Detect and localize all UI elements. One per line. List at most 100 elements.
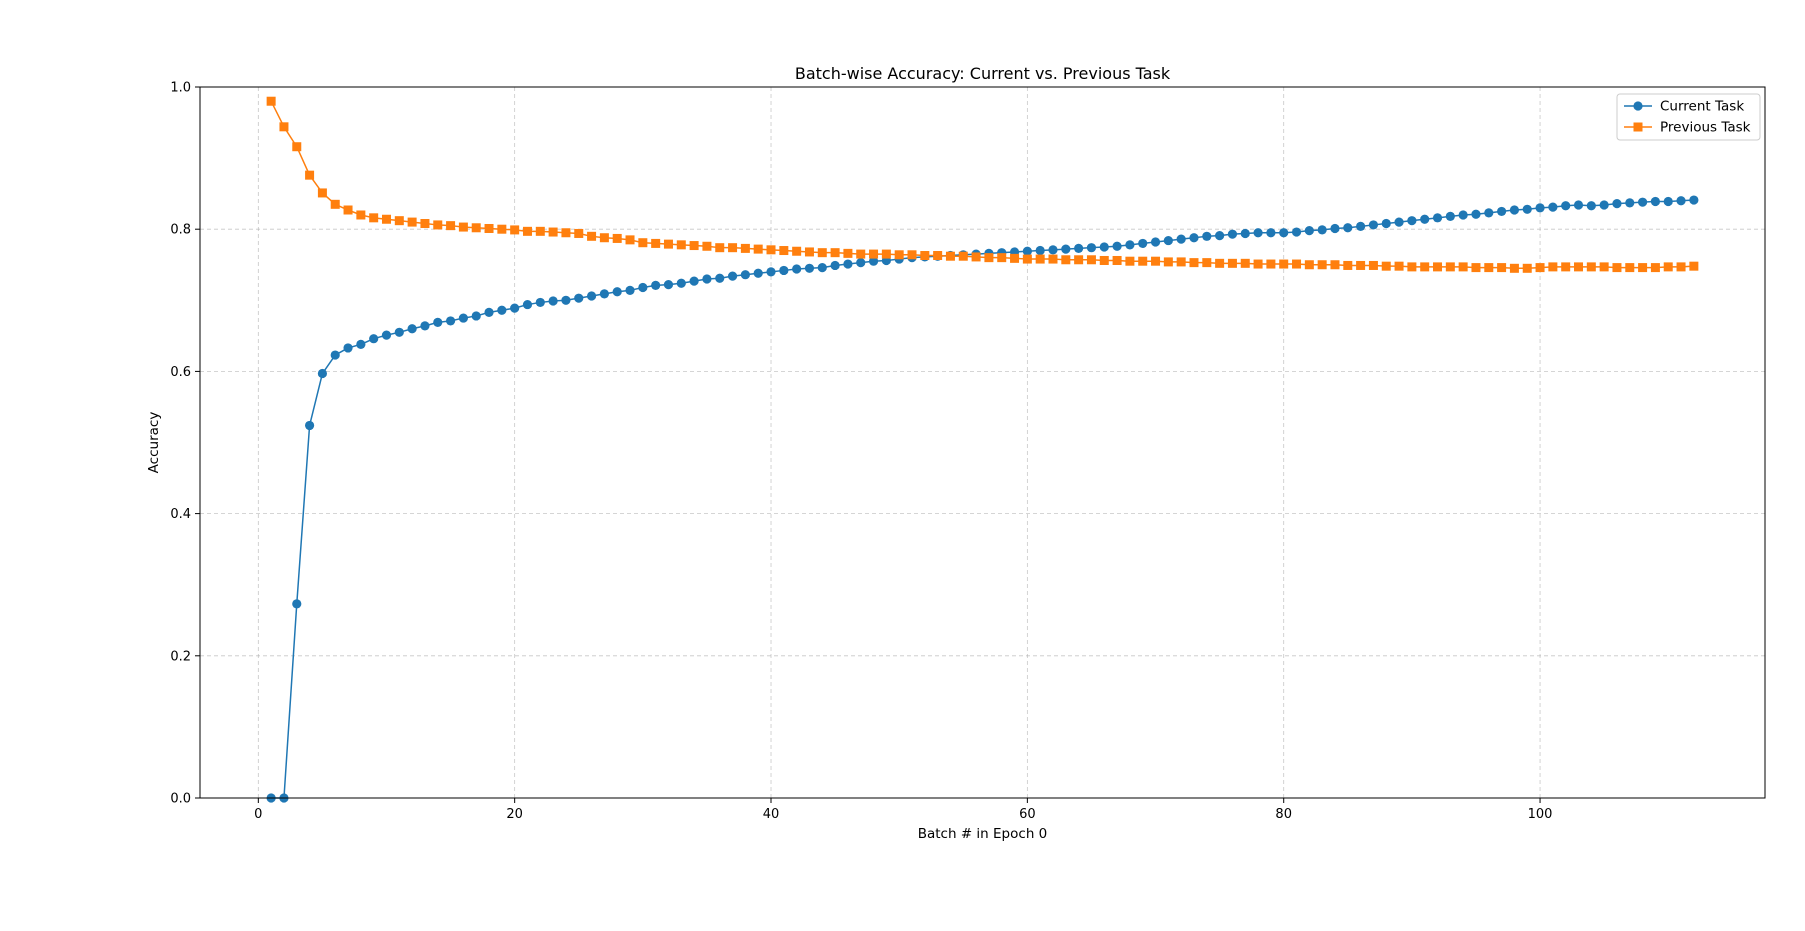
data-point xyxy=(1150,237,1161,247)
data-point xyxy=(689,241,699,251)
data-point xyxy=(305,170,315,180)
data-point xyxy=(651,280,661,290)
data-point xyxy=(1253,259,1263,269)
data-point xyxy=(920,251,930,261)
data-point xyxy=(997,253,1007,263)
data-point xyxy=(1202,258,1212,268)
data-point xyxy=(1086,255,1096,265)
data-point xyxy=(1368,220,1379,230)
data-point xyxy=(535,297,545,308)
data-point xyxy=(1048,245,1058,255)
data-point xyxy=(561,228,571,238)
data-point xyxy=(433,220,443,230)
data-point xyxy=(1689,195,1699,205)
tick-layer: 0 20 40 60 80 100 0.0 0.2 0.4 0.6 0.8 1.0 xyxy=(170,81,1552,823)
data-point xyxy=(715,273,725,283)
data-point xyxy=(1099,255,1109,265)
plot-area-frame xyxy=(199,86,1766,799)
data-point xyxy=(1625,263,1635,273)
data-point xyxy=(1586,201,1596,211)
data-point xyxy=(1022,254,1032,264)
data-point xyxy=(1061,244,1071,254)
data-point xyxy=(727,271,738,281)
data-point xyxy=(1138,238,1148,249)
data-point xyxy=(1317,260,1327,270)
data-point xyxy=(625,235,635,245)
x-tick-label: 20 xyxy=(506,807,523,822)
data-point xyxy=(1304,260,1314,270)
data-point xyxy=(279,122,289,132)
series-layer xyxy=(266,96,1699,803)
data-point xyxy=(663,239,673,249)
data-point xyxy=(766,267,776,277)
y-tick-label: 0.8 xyxy=(170,223,191,238)
data-point xyxy=(1343,260,1353,270)
data-point xyxy=(446,221,456,231)
data-point xyxy=(1112,241,1122,251)
data-point xyxy=(779,265,789,276)
data-point xyxy=(1561,201,1571,211)
data-point xyxy=(394,327,404,337)
data-point xyxy=(651,238,661,248)
data-point xyxy=(1497,263,1507,273)
data-point xyxy=(843,259,853,269)
data-point xyxy=(612,287,622,297)
data-point xyxy=(1227,229,1238,239)
data-point xyxy=(369,213,379,223)
data-point xyxy=(1074,243,1084,253)
data-point xyxy=(1535,203,1545,213)
data-point xyxy=(445,316,456,326)
data-point xyxy=(484,223,494,233)
data-point xyxy=(612,233,622,243)
data-point xyxy=(1099,242,1109,252)
data-point xyxy=(1035,245,1045,256)
data-point xyxy=(1291,227,1302,237)
data-point xyxy=(1356,221,1366,231)
data-point xyxy=(1432,213,1443,223)
data-point xyxy=(676,240,686,250)
data-point xyxy=(561,295,571,305)
data-point xyxy=(587,231,597,241)
data-point xyxy=(522,299,533,310)
data-point xyxy=(1317,225,1327,235)
data-point xyxy=(1484,263,1494,273)
data-point xyxy=(304,420,315,431)
data-point xyxy=(830,260,840,271)
data-point xyxy=(330,350,340,360)
data-point xyxy=(984,253,994,263)
legend-frame xyxy=(1616,93,1761,141)
data-point xyxy=(638,238,648,248)
data-point xyxy=(1433,262,1443,272)
data-point xyxy=(1458,210,1468,220)
data-point xyxy=(740,270,750,280)
data-point xyxy=(1227,258,1237,268)
data-point xyxy=(1676,262,1686,272)
data-point xyxy=(702,241,712,251)
data-point xyxy=(599,289,609,299)
data-point xyxy=(881,249,891,259)
data-point xyxy=(369,334,379,344)
data-point xyxy=(458,222,468,232)
data-point xyxy=(317,368,328,379)
legend-item-current-task: Current Task xyxy=(1624,99,1744,115)
data-point xyxy=(1458,262,1468,272)
data-point xyxy=(1625,198,1635,208)
data-point xyxy=(1394,217,1404,227)
x-tick-label: 0 xyxy=(254,807,262,822)
data-point xyxy=(1548,262,1558,272)
legend-marker xyxy=(1633,122,1643,132)
legend: Current Task Previous Task xyxy=(1616,93,1761,141)
data-point xyxy=(458,313,468,323)
data-point xyxy=(689,276,699,286)
chart-title: Batch-wise Accuracy: Current vs. Previou… xyxy=(795,64,1171,83)
series-current-task xyxy=(266,195,1699,803)
data-point xyxy=(471,311,481,321)
legend-label: Previous Task xyxy=(1660,120,1751,136)
data-point xyxy=(1112,255,1122,265)
data-point xyxy=(356,210,366,220)
data-point xyxy=(1125,256,1135,266)
data-point xyxy=(728,243,738,253)
data-point xyxy=(1599,262,1609,272)
data-point xyxy=(1522,263,1532,273)
